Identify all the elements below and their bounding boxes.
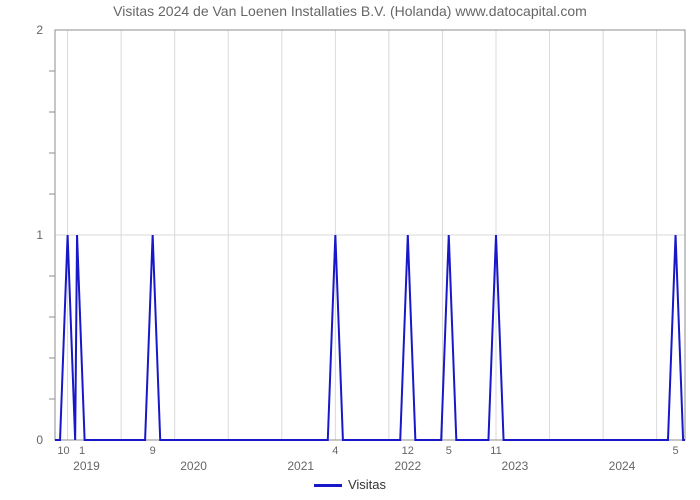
visits-chart: Visitas 2024 de Van Loenen Installaties … [0, 0, 700, 500]
legend-swatch [314, 484, 342, 487]
svg-text:2022: 2022 [394, 459, 421, 473]
svg-text:2021: 2021 [287, 459, 314, 473]
chart-svg: Visitas 2024 de Van Loenen Installaties … [0, 0, 700, 500]
svg-text:10: 10 [57, 445, 69, 457]
legend: Visitas [0, 477, 700, 492]
svg-text:9: 9 [150, 445, 156, 457]
svg-text:0: 0 [36, 433, 43, 447]
legend-label: Visitas [348, 477, 386, 492]
svg-text:5: 5 [672, 445, 678, 457]
svg-text:4: 4 [332, 445, 338, 457]
svg-text:1: 1 [36, 228, 43, 242]
svg-text:1: 1 [79, 445, 85, 457]
svg-text:Visitas 2024 de Van Loenen Ins: Visitas 2024 de Van Loenen Installaties … [113, 3, 587, 19]
svg-text:2023: 2023 [502, 459, 529, 473]
svg-text:2019: 2019 [73, 459, 100, 473]
svg-text:2020: 2020 [180, 459, 207, 473]
svg-text:12: 12 [402, 445, 414, 457]
svg-text:5: 5 [446, 445, 452, 457]
svg-text:2024: 2024 [609, 459, 636, 473]
svg-text:11: 11 [490, 445, 501, 457]
svg-text:2: 2 [36, 23, 43, 37]
